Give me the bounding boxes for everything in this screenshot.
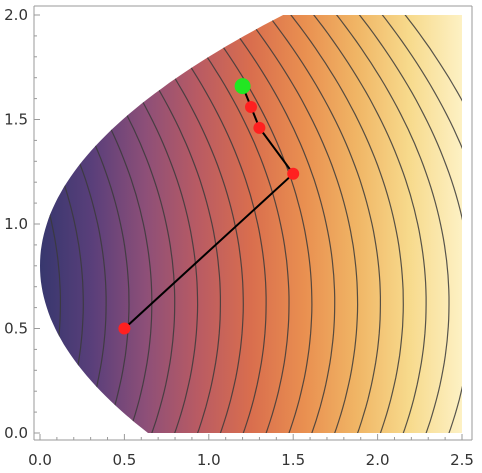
y-tick-label: 0.5 bbox=[4, 320, 28, 338]
y-tick-label: 2.0 bbox=[4, 6, 28, 24]
path-point bbox=[287, 167, 300, 180]
contour-line bbox=[145, 15, 267, 433]
contour-line bbox=[327, 15, 450, 433]
path-point bbox=[253, 121, 266, 134]
contour-line bbox=[373, 15, 462, 433]
contour-line bbox=[305, 15, 427, 433]
contour-line bbox=[396, 15, 462, 433]
contour-lines bbox=[40, 15, 462, 433]
contour-line bbox=[259, 15, 381, 433]
contour-line bbox=[190, 15, 313, 433]
x-tick-label: 1.0 bbox=[197, 451, 221, 469]
contour-line bbox=[282, 15, 404, 433]
tick-labels: 0.0 0.5 1.0 1.5 2.0 2.5 0.0 0.5 1.0 1.5 2.0 bbox=[4, 6, 474, 469]
x-tick-label: 1.5 bbox=[281, 451, 305, 469]
x-tick-label: 0.5 bbox=[112, 451, 136, 469]
contour-line bbox=[213, 15, 336, 433]
final-point bbox=[234, 78, 251, 95]
contour-line bbox=[167, 15, 290, 433]
contour-line bbox=[236, 15, 359, 433]
y-tick-label: 1.5 bbox=[4, 111, 28, 129]
plot-area bbox=[40, 15, 462, 433]
path-point bbox=[118, 322, 131, 335]
contour-line bbox=[350, 15, 462, 433]
contour-line bbox=[40, 15, 107, 433]
x-tick-label: 2.5 bbox=[450, 451, 474, 469]
x-tick-label: 2.0 bbox=[366, 451, 390, 469]
feasible-region bbox=[40, 15, 462, 433]
path-point bbox=[245, 101, 257, 113]
x-tick-label: 0.0 bbox=[28, 451, 52, 469]
y-tick-label: 1.0 bbox=[4, 215, 28, 233]
axes bbox=[33, 5, 473, 441]
y-tick-label: 0.0 bbox=[4, 424, 28, 442]
